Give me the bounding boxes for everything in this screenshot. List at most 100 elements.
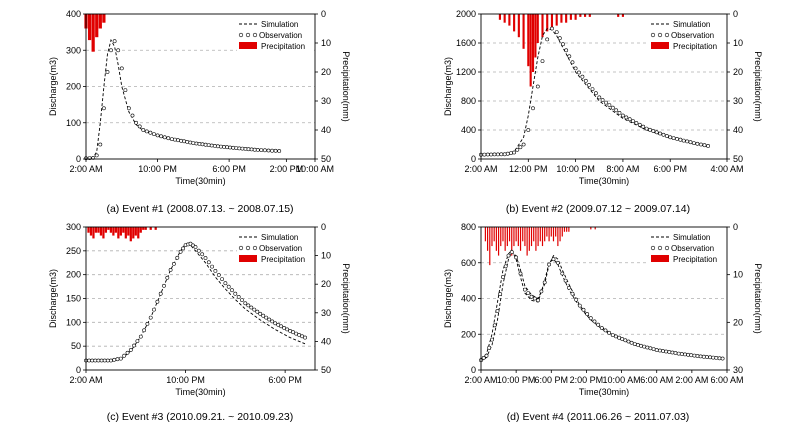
observation-point xyxy=(126,106,131,111)
precipitation-bar xyxy=(555,227,557,237)
precipitation-bar xyxy=(579,14,582,17)
precipitation-bar xyxy=(559,227,561,242)
observation-point xyxy=(607,103,612,108)
observation-point xyxy=(614,108,619,113)
x-tick-label: 10:00 PM xyxy=(166,375,205,385)
observation-point xyxy=(159,134,164,139)
legend-observation-swatch xyxy=(238,245,244,251)
x-tick-label: 10:00 PM xyxy=(556,164,595,174)
observation-point xyxy=(561,42,565,47)
precipitation-bar xyxy=(530,227,533,247)
y2-tick-label: 30 xyxy=(733,96,743,106)
legend-observation-label: Observation xyxy=(259,31,302,40)
y-tick-label: 150 xyxy=(66,294,81,304)
precipitation-bar xyxy=(524,227,526,247)
observation-point xyxy=(246,303,251,308)
observation-point xyxy=(276,322,281,327)
observation-point xyxy=(148,315,153,320)
observation-point xyxy=(518,145,523,150)
legend-observation-swatch xyxy=(650,32,656,38)
observation-point xyxy=(203,142,208,147)
observation-point xyxy=(570,291,575,296)
legend-simulation-label: Simulation xyxy=(673,233,710,242)
observation-point xyxy=(168,267,173,272)
observation-point xyxy=(188,241,193,246)
precipitation-bar xyxy=(544,227,546,242)
observation-point xyxy=(230,288,234,293)
y-tick-label: 0 xyxy=(76,154,81,164)
observation-point xyxy=(218,144,223,149)
precipitation-bar xyxy=(550,227,552,237)
observation-point xyxy=(692,141,696,146)
y2-axis-label: Precipitation(mm) xyxy=(341,263,351,334)
precipitation-bar xyxy=(526,227,528,256)
observation-point xyxy=(93,358,98,363)
y-tick-label: 200 xyxy=(66,270,81,280)
y2-tick-label: 10 xyxy=(733,38,743,48)
observation-point xyxy=(692,353,697,358)
y-tick-label: 300 xyxy=(66,222,81,232)
y2-tick-label: 20 xyxy=(321,67,331,77)
observation-point xyxy=(297,332,302,337)
observation-point xyxy=(252,147,257,152)
observation-point xyxy=(676,351,681,356)
y-tick-label: 100 xyxy=(66,317,81,327)
observation-point xyxy=(209,143,214,148)
y-axis-label: Discharge(m3) xyxy=(443,269,453,328)
observation-point xyxy=(637,122,642,127)
observation-point xyxy=(243,146,248,151)
observation-point xyxy=(206,143,211,148)
precipitation-bar xyxy=(92,227,95,239)
precipitation-bar xyxy=(102,14,106,23)
y-tick-label: 800 xyxy=(461,96,476,106)
observation-point xyxy=(243,301,248,306)
observation-point xyxy=(98,142,103,147)
observation-point xyxy=(182,139,187,144)
observation-point xyxy=(288,328,293,333)
precipitation-bar xyxy=(117,227,120,239)
legend-precipitation-label: Precipitation xyxy=(261,255,305,264)
observation-point xyxy=(695,141,700,146)
precipitation-bar xyxy=(513,14,516,32)
observation-point xyxy=(708,355,713,360)
observation-point xyxy=(210,264,215,269)
observation-point xyxy=(487,345,492,350)
precipitation-bar xyxy=(536,14,539,43)
observation-point xyxy=(688,140,693,145)
y-axis-label: Discharge(m3) xyxy=(48,269,58,328)
x-tick-label: 6:00 PM xyxy=(535,375,569,385)
legend-observation-swatch xyxy=(245,245,251,251)
observation-point xyxy=(624,115,629,120)
observation-point xyxy=(141,128,146,132)
y-tick-label: 200 xyxy=(66,82,81,92)
observation-point xyxy=(109,48,113,53)
observation-point xyxy=(96,358,101,363)
observation-point xyxy=(661,349,665,353)
observation-point xyxy=(641,124,646,129)
observation-point xyxy=(105,70,110,74)
observation-point xyxy=(226,284,231,289)
precipitation-bar xyxy=(137,227,140,239)
precipitation-bar xyxy=(557,227,559,247)
observation-point xyxy=(277,149,282,153)
observation-point xyxy=(695,354,700,358)
observation-point xyxy=(577,303,582,308)
observation-point xyxy=(196,248,201,253)
legend-observation-swatch xyxy=(664,245,670,251)
observation-point xyxy=(554,30,559,34)
observation-point xyxy=(515,147,520,152)
x-tick-label: 10:00 AM xyxy=(296,164,334,174)
observation-point xyxy=(171,261,176,266)
observation-point xyxy=(152,307,156,312)
x-tick-label: 6:00 PM xyxy=(653,164,687,174)
observation-point xyxy=(255,309,260,314)
observation-point xyxy=(617,111,622,115)
precipitation-bar xyxy=(87,14,92,41)
x-axis-label: Time(30min) xyxy=(175,387,225,397)
observation-point xyxy=(667,350,672,354)
precipitation-bar xyxy=(574,14,577,20)
observation-point xyxy=(668,135,673,140)
x-tick-label: 2:00 AM xyxy=(675,375,708,385)
observation-point xyxy=(681,138,686,143)
